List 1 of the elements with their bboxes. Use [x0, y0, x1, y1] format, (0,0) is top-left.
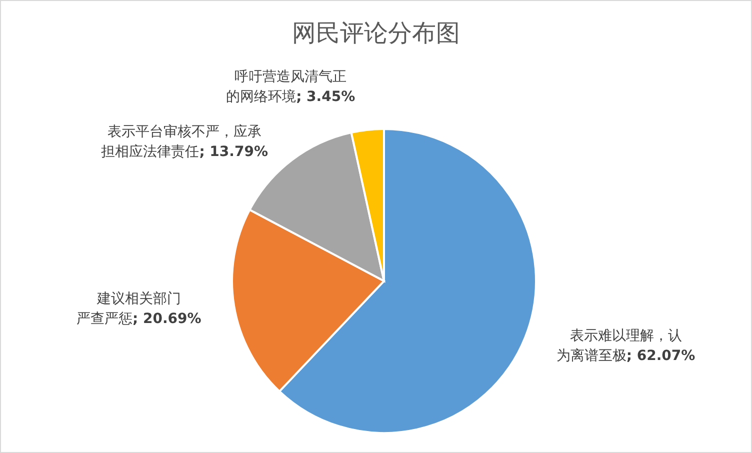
title: 网民评论分布图: [291, 18, 461, 49]
